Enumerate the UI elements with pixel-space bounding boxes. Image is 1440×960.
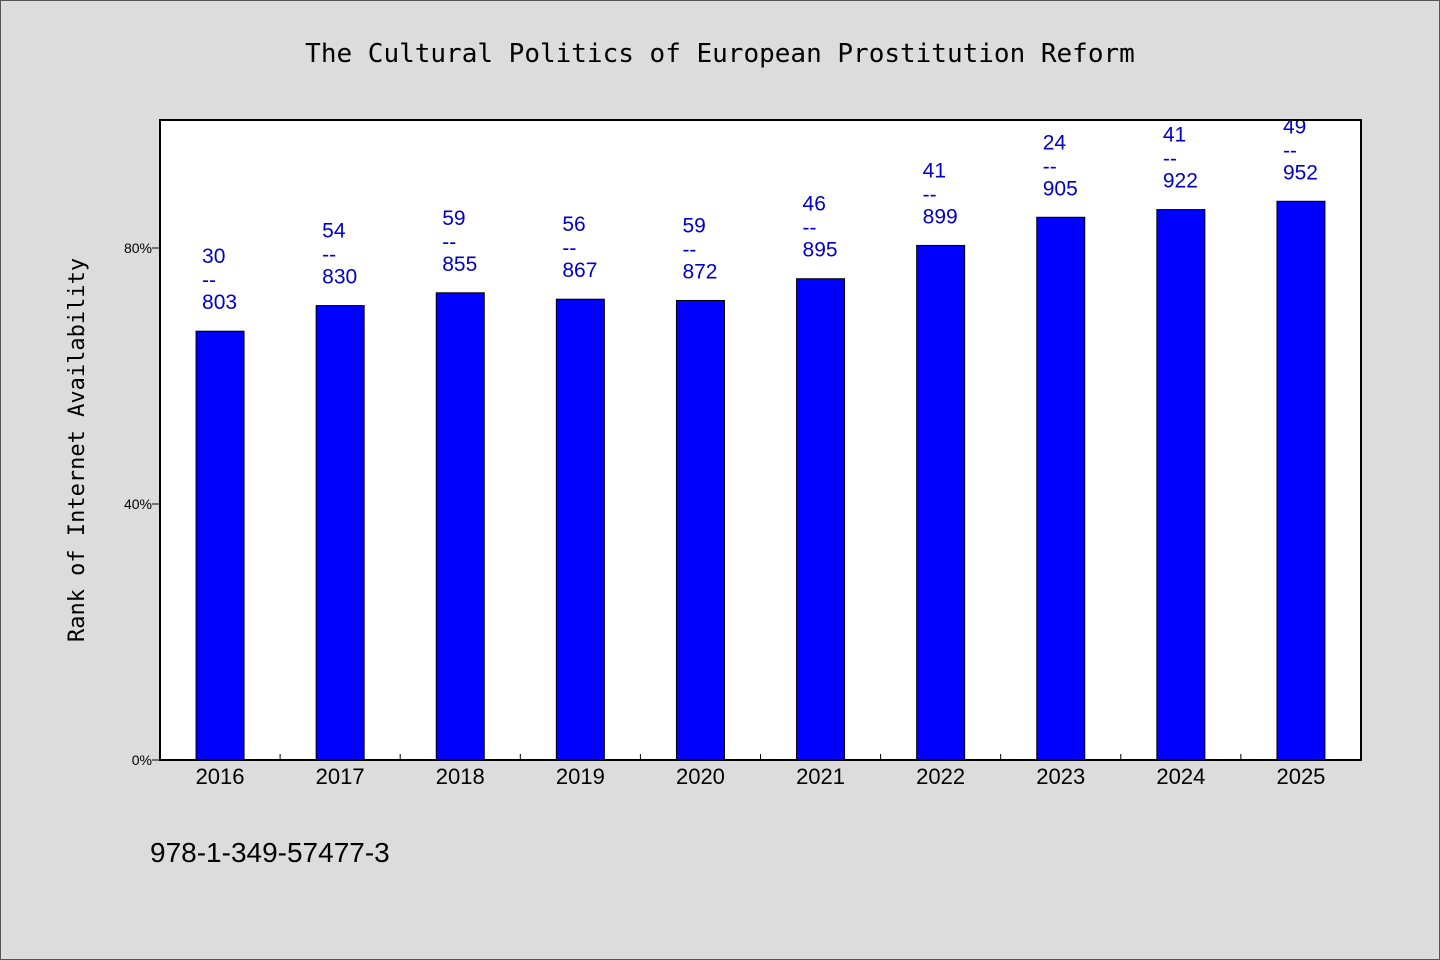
data-label-top-2023: 24 [1043,131,1067,154]
y-tick-label-80: 80% [124,240,152,256]
isbn-footnote: 978-1-349-57477-3 [150,837,390,868]
bar-2022 [916,244,966,761]
data-label-sep-2016: -- [202,269,216,292]
bars-group [195,200,1326,761]
data-label-sep-2017: -- [322,244,336,267]
data-label-top-2017: 54 [322,220,346,243]
data-label-bottom-2025: 952 [1283,161,1318,184]
y-axis-ticks: 0% 40% 80% [124,240,160,768]
x-axis-ticks: 2016 2017 2018 2019 2020 2021 2022 2023 2024 2025 [196,754,1325,789]
data-label-bottom-2021: 895 [803,239,838,262]
bar-2020 [675,299,725,761]
data-label-sep-2019: -- [562,237,576,260]
data-label-sep-2024: -- [1163,148,1177,171]
data-label-top-2019: 56 [562,213,585,236]
bar-2024 [1156,209,1206,761]
x-tick-label-2021: 2021 [796,764,845,789]
bar-2021 [796,278,846,761]
y-tick-label-0: 0% [132,752,152,768]
data-label-bottom-2017: 830 [322,266,357,289]
data-label-bottom-2019: 867 [562,259,597,282]
data-label-bottom-2020: 872 [682,260,717,283]
bar-2025 [1276,200,1326,761]
data-label-bottom-2016: 803 [202,291,237,314]
bar-2017 [315,305,365,761]
x-tick-label-2018: 2018 [436,764,485,789]
data-label-top-2025: 49 [1283,115,1306,138]
x-tick-label-2019: 2019 [556,764,605,789]
data-label-top-2018: 59 [442,207,465,230]
y-tick-label-40: 40% [124,496,152,512]
data-label-bottom-2018: 855 [442,253,477,276]
data-label-sep-2025: -- [1283,139,1297,162]
chart-title: The Cultural Politics of European Prosti… [305,39,1135,69]
data-label-sep-2022: -- [923,183,937,206]
data-label-sep-2023: -- [1043,155,1057,178]
data-label-top-2020: 59 [682,214,705,237]
bar-2018 [435,292,485,761]
bar-2023 [1036,216,1086,761]
bar-2019 [555,298,605,761]
y-axis-label: Rank of Internet Availability [65,258,90,642]
x-tick-label-2023: 2023 [1036,764,1085,789]
data-labels-group: 30--80354--83059--85556--86759--87246--8… [202,115,1318,314]
x-tick-label-2016: 2016 [196,764,245,789]
x-tick-label-2022: 2022 [916,764,965,789]
data-label-sep-2018: -- [442,231,456,254]
plot-border [159,119,1362,761]
data-label-bottom-2023: 905 [1043,177,1078,200]
data-label-top-2016: 30 [202,245,225,268]
x-tick-label-2017: 2017 [316,764,365,789]
data-label-sep-2020: -- [682,238,696,261]
bar-2016 [195,330,245,761]
data-label-bottom-2022: 899 [923,205,958,228]
x-tick-label-2025: 2025 [1276,764,1325,789]
data-label-top-2021: 46 [803,193,826,216]
data-label-top-2022: 41 [923,159,946,182]
data-label-top-2024: 41 [1163,124,1186,147]
data-label-sep-2021: -- [803,217,817,240]
x-tick-label-2024: 2024 [1156,764,1205,789]
x-tick-label-2020: 2020 [676,764,725,789]
data-label-bottom-2024: 922 [1163,170,1198,193]
